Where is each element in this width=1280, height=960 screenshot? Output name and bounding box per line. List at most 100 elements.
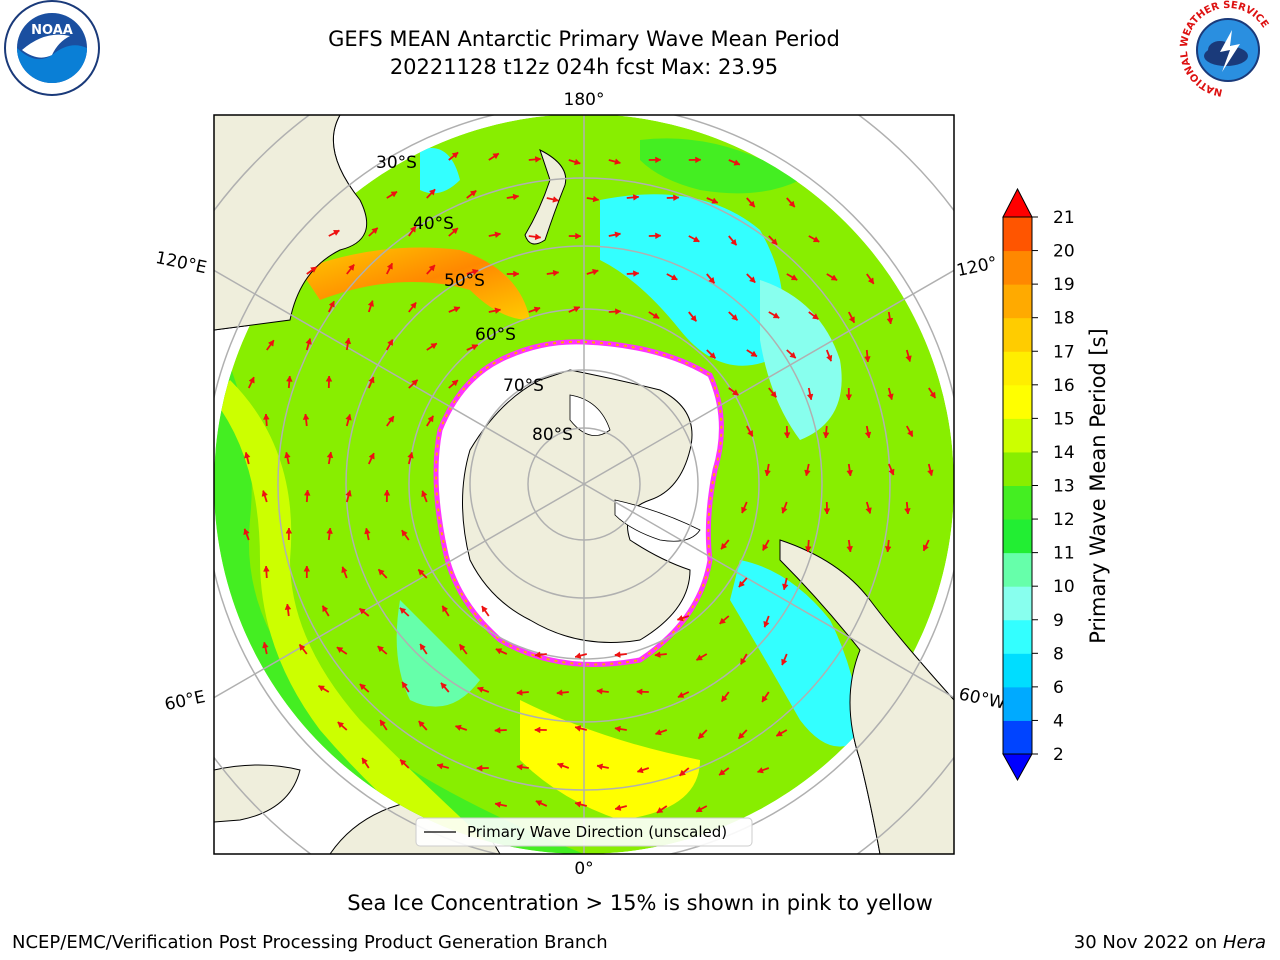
wave-arrow-head bbox=[730, 238, 737, 246]
graticule bbox=[214, 115, 954, 854]
wave-arrow-head bbox=[533, 306, 541, 313]
wave-arrow-head bbox=[596, 763, 604, 770]
wave-arrow-head bbox=[427, 415, 434, 423]
wave-arrow-head bbox=[556, 689, 563, 696]
colorbar-over-triangle bbox=[1002, 187, 1033, 218]
wave-arrow-head bbox=[407, 451, 414, 459]
colorbar-tick-label: 20 bbox=[1053, 242, 1075, 262]
wave-arrow-head bbox=[592, 195, 600, 203]
wave-arrow-head bbox=[574, 652, 582, 659]
wave-arrow-head bbox=[328, 300, 335, 308]
wave-arrow-head bbox=[261, 490, 268, 497]
wave-arrow-head bbox=[364, 527, 371, 535]
wave-arrow-head bbox=[325, 375, 333, 382]
colorbar-band bbox=[1003, 451, 1032, 486]
footer-date-text: 30 Nov 2022 on bbox=[1073, 932, 1223, 953]
wave-arrow-head bbox=[709, 352, 716, 359]
wave-arrow-head bbox=[846, 545, 853, 553]
wave-arrow-head bbox=[633, 270, 640, 277]
wave-arrow-head bbox=[783, 432, 791, 439]
wave-arrow-head bbox=[848, 316, 855, 324]
wave-arrow-head bbox=[636, 688, 643, 696]
lon-label-60w: 60°W bbox=[957, 684, 1007, 713]
wave-arrow-head bbox=[421, 490, 428, 498]
wave-arrow-head bbox=[615, 308, 622, 315]
wave-arrow-head bbox=[679, 769, 686, 777]
wave-arrow-head bbox=[905, 355, 912, 363]
wave-arrow-head bbox=[711, 197, 719, 204]
wave-direction-arrows bbox=[243, 151, 937, 814]
noaa-logo-text: NOAA bbox=[31, 23, 73, 38]
colorbar-tick-label: 14 bbox=[1053, 443, 1075, 463]
wave-arrow-head bbox=[721, 695, 728, 703]
lon-label-120w: 120° bbox=[955, 253, 999, 281]
wave-arrow-head bbox=[368, 452, 375, 460]
wave-arrow-head bbox=[788, 200, 796, 208]
wave-arrow-head bbox=[775, 730, 783, 737]
wave-arrow-head bbox=[440, 682, 448, 690]
wave-arrow-head bbox=[419, 643, 426, 651]
wave-arrow-head bbox=[267, 339, 275, 347]
wave-arrow-head bbox=[359, 608, 366, 615]
wave-arrow-head bbox=[826, 354, 833, 362]
colorbar-band bbox=[1003, 351, 1032, 386]
colorbar-band bbox=[1003, 519, 1032, 554]
wave-arrow-head bbox=[387, 415, 395, 423]
colorbar-band bbox=[1003, 217, 1032, 252]
wave-arrow-head bbox=[494, 231, 502, 239]
wave-arrow-head bbox=[656, 806, 664, 814]
lon-label-0: 0° bbox=[574, 859, 593, 879]
colorbar-band bbox=[1003, 384, 1032, 419]
wave-arrow-head bbox=[361, 757, 368, 765]
wave-arrow-head bbox=[929, 391, 936, 399]
wave-arrow-head bbox=[399, 607, 407, 615]
wave-arrow-head bbox=[864, 356, 871, 363]
wave-arrow-head bbox=[341, 566, 348, 574]
wave-arrow-head bbox=[695, 654, 703, 661]
wave-arrow-head bbox=[747, 430, 753, 437]
wave-arrow-head bbox=[757, 767, 764, 774]
wave-arrow-head bbox=[695, 806, 703, 812]
colorbar-band bbox=[1003, 250, 1032, 285]
wave-arrow-head bbox=[326, 451, 334, 459]
wave-arrow-head bbox=[299, 644, 306, 651]
map-legend: Primary Wave Direction (unscaled) bbox=[415, 817, 753, 847]
wave-arrow-head bbox=[677, 691, 685, 698]
colorbar-tick-label: 6 bbox=[1053, 678, 1064, 698]
noaa-logo: NOAA bbox=[4, 0, 100, 96]
wave-arrow-head bbox=[764, 469, 771, 477]
wave-arrow-head bbox=[390, 191, 398, 198]
wave-arrow-head bbox=[830, 274, 838, 281]
wave-arrow-head bbox=[731, 389, 739, 396]
wave-arrow-head bbox=[453, 306, 461, 313]
wave-arrow-head bbox=[410, 302, 417, 309]
wave-arrow-head bbox=[428, 188, 436, 196]
wave-arrow-head bbox=[748, 200, 756, 208]
colorbar-band bbox=[1003, 619, 1032, 654]
colorbar-tick-label: 9 bbox=[1053, 611, 1064, 631]
wave-arrow-head bbox=[318, 685, 325, 692]
wave-arrow-head bbox=[284, 451, 291, 459]
wave-arrow-head bbox=[344, 337, 352, 345]
wave-arrow-head bbox=[552, 196, 560, 203]
wave-arrow-head bbox=[442, 605, 449, 613]
wave-arrow-head bbox=[263, 413, 270, 420]
wave-arrow-head bbox=[494, 307, 502, 314]
wave-arrow-head bbox=[770, 391, 777, 398]
wave-arrow-head bbox=[867, 277, 875, 285]
wave-arrow-head bbox=[614, 158, 621, 165]
wave-arrow-head bbox=[845, 394, 853, 401]
wave-arrow-head bbox=[575, 232, 582, 240]
wave-arrow-head bbox=[430, 343, 438, 350]
wave-arrow-head bbox=[326, 527, 333, 534]
wave-arrow-head bbox=[371, 227, 379, 235]
wave-arrow-head bbox=[886, 317, 894, 325]
lat-label-30s: 30°S bbox=[376, 153, 417, 173]
wave-arrow-head bbox=[614, 725, 621, 733]
wave-arrow-head bbox=[772, 312, 780, 319]
legend-label: Primary Wave Direction (unscaled) bbox=[467, 823, 727, 841]
wave-arrow-head bbox=[708, 276, 715, 284]
wave-arrow-head bbox=[676, 614, 684, 622]
lat-label-80s: 80°S bbox=[532, 425, 573, 445]
colorbar-tick-label: 21 bbox=[1053, 208, 1075, 228]
